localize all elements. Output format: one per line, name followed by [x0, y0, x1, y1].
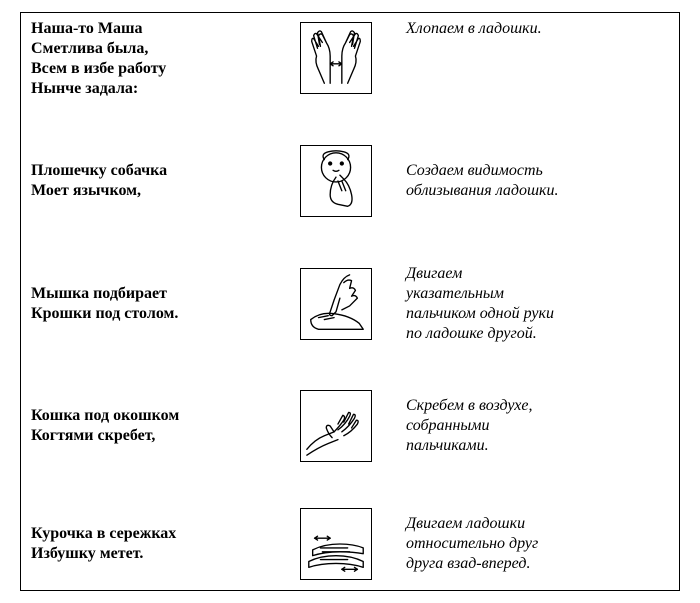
verse-text: Наша-то Маша Сметлива была, Всем в избе … — [31, 17, 286, 99]
instruction-line: Двигаем ладошки — [406, 514, 669, 534]
verse-line: Кошка под окошком — [31, 406, 286, 426]
instruction-text: Двигаем ладошки относительно друг друга … — [386, 514, 669, 574]
verse-line: Нынче задала: — [31, 79, 286, 99]
verse-line: Наша-то Маша — [31, 19, 286, 39]
instruction-text: Создаем видимость облизывания ладошки. — [386, 161, 669, 201]
instruction-line: пальчиком одной руки — [406, 304, 669, 324]
lick-palm-icon — [300, 145, 372, 217]
instruction-text: Двигаем указательным пальчиком одной рук… — [386, 264, 669, 344]
verse-text: Мышка подбирает Крошки под столом. — [31, 284, 286, 324]
instruction-line: по ладошке другой. — [406, 324, 669, 344]
instruction-text: Хлопаем в ладошки. — [386, 17, 669, 39]
instruction-line: собранными — [406, 416, 669, 436]
instruction-line: Скребем в воздухе, — [406, 396, 669, 416]
clap-hands-icon — [300, 22, 372, 94]
gesture-icon-cell — [286, 145, 386, 217]
instruction-text: Скребем в воздухе, собранными пальчиками… — [386, 396, 669, 456]
verse-text: Кошка под окошком Когтями скребет, — [31, 406, 286, 446]
exercise-row: Мышка подбирает Крошки под столом. Двига… — [31, 264, 669, 344]
gesture-icon-cell — [286, 390, 386, 462]
verse-line: Избушку метет. — [31, 544, 286, 564]
verse-line: Курочка в сережках — [31, 524, 286, 544]
verse-line: Мышка подбирает — [31, 284, 286, 304]
exercise-row: Наша-то Маша Сметлива была, Всем в избе … — [31, 17, 669, 99]
verse-text: Курочка в сережках Избушку метет. — [31, 524, 286, 564]
instruction-line: облизывания ладошки. — [406, 181, 669, 201]
verse-line: Когтями скребет, — [31, 426, 286, 446]
instruction-line: Хлопаем в ладошки. — [406, 19, 669, 39]
gesture-icon-cell — [286, 268, 386, 340]
exercise-row: Курочка в сережках Избушку метет. — [31, 508, 669, 580]
instruction-line: Двигаем — [406, 264, 669, 284]
verse-line: Плошечку собачка — [31, 161, 286, 181]
verse-text: Плошечку собачка Моет язычком, — [31, 161, 286, 201]
instruction-line: друга взад-вперед. — [406, 554, 669, 574]
gesture-icon-cell — [286, 22, 386, 94]
instruction-line: относительно друг — [406, 534, 669, 554]
instruction-line: Создаем видимость — [406, 161, 669, 181]
exercise-row: Плошечку собачка Моет язычком, — [31, 145, 669, 217]
exercise-row: Кошка под окошком Когтями скребет, — [31, 390, 669, 462]
rub-palms-icon — [300, 508, 372, 580]
instruction-line: указательным — [406, 284, 669, 304]
verse-line: Моет язычком, — [31, 181, 286, 201]
verse-line: Всем в избе работу — [31, 59, 286, 79]
exercise-sheet: Наша-то Маша Сметлива была, Всем в избе … — [20, 12, 680, 591]
instruction-line: пальчиками. — [406, 436, 669, 456]
verse-line: Крошки под столом. — [31, 304, 286, 324]
verse-line: Сметлива была, — [31, 39, 286, 59]
gesture-icon-cell — [286, 508, 386, 580]
point-on-palm-icon — [300, 268, 372, 340]
scratch-air-icon — [300, 390, 372, 462]
